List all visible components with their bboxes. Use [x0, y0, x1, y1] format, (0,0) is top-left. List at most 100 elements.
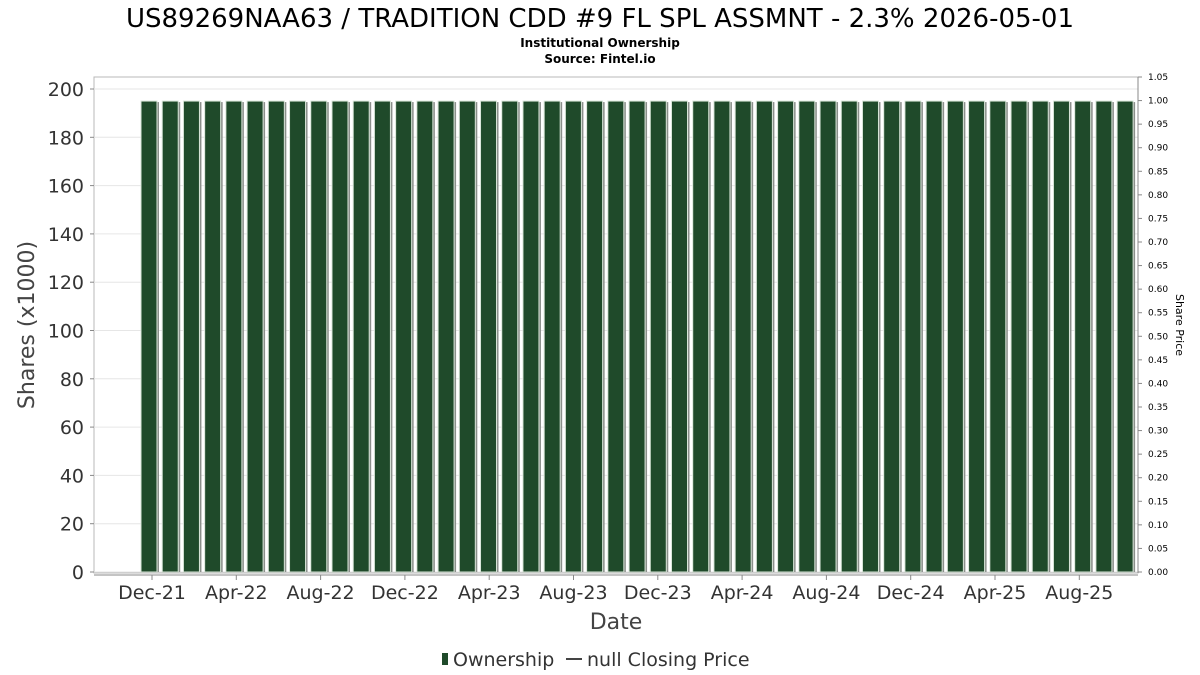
y-right-tick-label: 0.10: [1148, 521, 1168, 531]
y-right-tick-label: 0.60: [1148, 285, 1168, 295]
y-tick-label: 80: [60, 369, 84, 391]
ownership-bar: [310, 100, 328, 573]
x-tick-label: Aug-25: [1045, 582, 1113, 604]
ownership-bar: [1095, 100, 1113, 573]
ownership-bar: [946, 100, 964, 573]
ownership-bar: [204, 100, 222, 573]
y-tick-label: 60: [60, 417, 84, 439]
y-right-tick-label: 0.15: [1148, 497, 1168, 507]
y-right-tick-label: 0.80: [1148, 191, 1168, 201]
ownership-bar: [586, 100, 604, 573]
ownership-bar: [798, 100, 816, 573]
y-right-tick-label: 0.05: [1148, 544, 1168, 554]
ownership-bar: [246, 100, 264, 573]
y-tick-label: 160: [48, 176, 84, 198]
y-tick-label: 140: [48, 224, 84, 246]
y-tick-label: 100: [48, 321, 84, 343]
chart-subtitle-ownership: Institutional Ownership: [520, 36, 680, 50]
ownership-bar: [925, 100, 943, 573]
ownership-bar: [437, 100, 455, 573]
y-right-tick-label: 0.50: [1148, 332, 1168, 342]
ownership-bar: [352, 100, 370, 573]
y-axis-label: Shares (x1000): [15, 241, 40, 409]
ownership-bar: [267, 100, 285, 573]
ownership-bar: [140, 100, 158, 573]
ownership-bar: [1116, 100, 1134, 573]
ownership-bar: [1074, 100, 1092, 573]
ownership-bar: [777, 100, 795, 573]
y-right-tick-label: 0.30: [1148, 427, 1168, 437]
ownership-bar: [1010, 100, 1028, 573]
y-right-tick-label: 0.95: [1148, 120, 1168, 130]
ownership-bar: [755, 100, 773, 573]
x-tick-label: Apr-24: [711, 582, 774, 604]
legend-closing-price-label: null Closing Price: [587, 649, 750, 671]
x-axis-label: Date: [590, 610, 643, 635]
y-tick-label: 200: [48, 79, 84, 101]
y-right-tick-label: 0.55: [1148, 309, 1168, 319]
ownership-bar: [289, 100, 307, 573]
ownership-bar: [182, 100, 200, 573]
ownership-bar: [458, 100, 476, 573]
y-right-tick-label: 1.05: [1148, 73, 1168, 83]
y-right-tick-label: 0.25: [1148, 450, 1168, 460]
ownership-bar: [225, 100, 243, 573]
ownership-bar: [989, 100, 1007, 573]
y-right-tick-label: 0.75: [1148, 214, 1168, 224]
ownership-bar: [904, 100, 922, 573]
x-tick-label: Apr-25: [964, 582, 1027, 604]
chart-title: US89269NAA63 / TRADITION CDD #9 FL SPL A…: [126, 4, 1074, 34]
ownership-bar: [734, 100, 752, 573]
ownership-bar: [883, 100, 901, 573]
ownership-bar: [1031, 100, 1049, 573]
x-tick-label: Dec-21: [118, 582, 186, 604]
x-tick-label: Aug-22: [287, 582, 355, 604]
y-right-tick-label: 0.90: [1148, 144, 1168, 154]
y-tick-label: 20: [60, 514, 84, 536]
y-tick-label: 120: [48, 272, 84, 294]
ownership-bar: [607, 100, 625, 573]
ownership-bar: [161, 100, 179, 573]
y-tick-label: 0: [72, 562, 84, 584]
y-right-tick-label: 0.65: [1148, 262, 1168, 272]
ownership-bar: [416, 100, 434, 573]
x-tick-label: Dec-23: [624, 582, 692, 604]
ownership-bar: [861, 100, 879, 573]
ownership-bar: [968, 100, 986, 573]
x-axis: Dec-21 Apr-22 Aug-22 Dec-22 Apr-23 Aug-23 Dec-…: [94, 574, 1138, 604]
ownership-bar: [840, 100, 858, 573]
y-axis-left: 0 20 40 60 80 100 120 140 160 180 200: [48, 79, 94, 584]
ownership-bar: [543, 100, 561, 573]
y-tick-label: 180: [48, 127, 84, 149]
ownership-bar: [671, 100, 688, 573]
y-right-tick-label: 0.45: [1148, 356, 1168, 366]
ownership-bar: [331, 100, 349, 573]
ownership-bar: [373, 100, 391, 573]
y-right-tick-label: 0.20: [1148, 474, 1168, 484]
x-tick-label: Dec-22: [371, 582, 439, 604]
ownership-bar: [819, 100, 837, 573]
legend: Ownership null Closing Price: [442, 649, 750, 671]
x-tick-label: Aug-24: [792, 582, 860, 604]
ownership-bar: [522, 100, 540, 573]
ownership-bar: [564, 100, 582, 573]
y-right-tick-label: 0.35: [1148, 403, 1168, 413]
ownership-bar: [649, 100, 667, 573]
y-axis-label-right: Share Price: [1173, 294, 1186, 356]
x-tick-label: Apr-22: [205, 582, 268, 604]
y-right-tick-label: 1.00: [1148, 97, 1168, 107]
ownership-bar: [692, 100, 710, 573]
chart-subtitle-source: Source: Fintel.io: [544, 52, 655, 66]
y-right-tick-label: 0.70: [1148, 238, 1168, 248]
ownership-bars: [140, 100, 1136, 573]
x-tick-label: Aug-23: [539, 582, 607, 604]
y-right-tick-label: 0.00: [1148, 568, 1168, 578]
ownership-bar: [1052, 100, 1070, 573]
ownership-bar: [501, 100, 519, 573]
ownership-bar: [395, 100, 413, 573]
y-axis-right: 0.00 0.05 0.10 0.15 0.20 0.25 0.30 0.35 0.40 0.45…: [1137, 73, 1168, 578]
ownership-bar: [480, 100, 498, 573]
legend-ownership-swatch: [442, 653, 448, 665]
y-right-tick-label: 0.40: [1148, 379, 1168, 389]
